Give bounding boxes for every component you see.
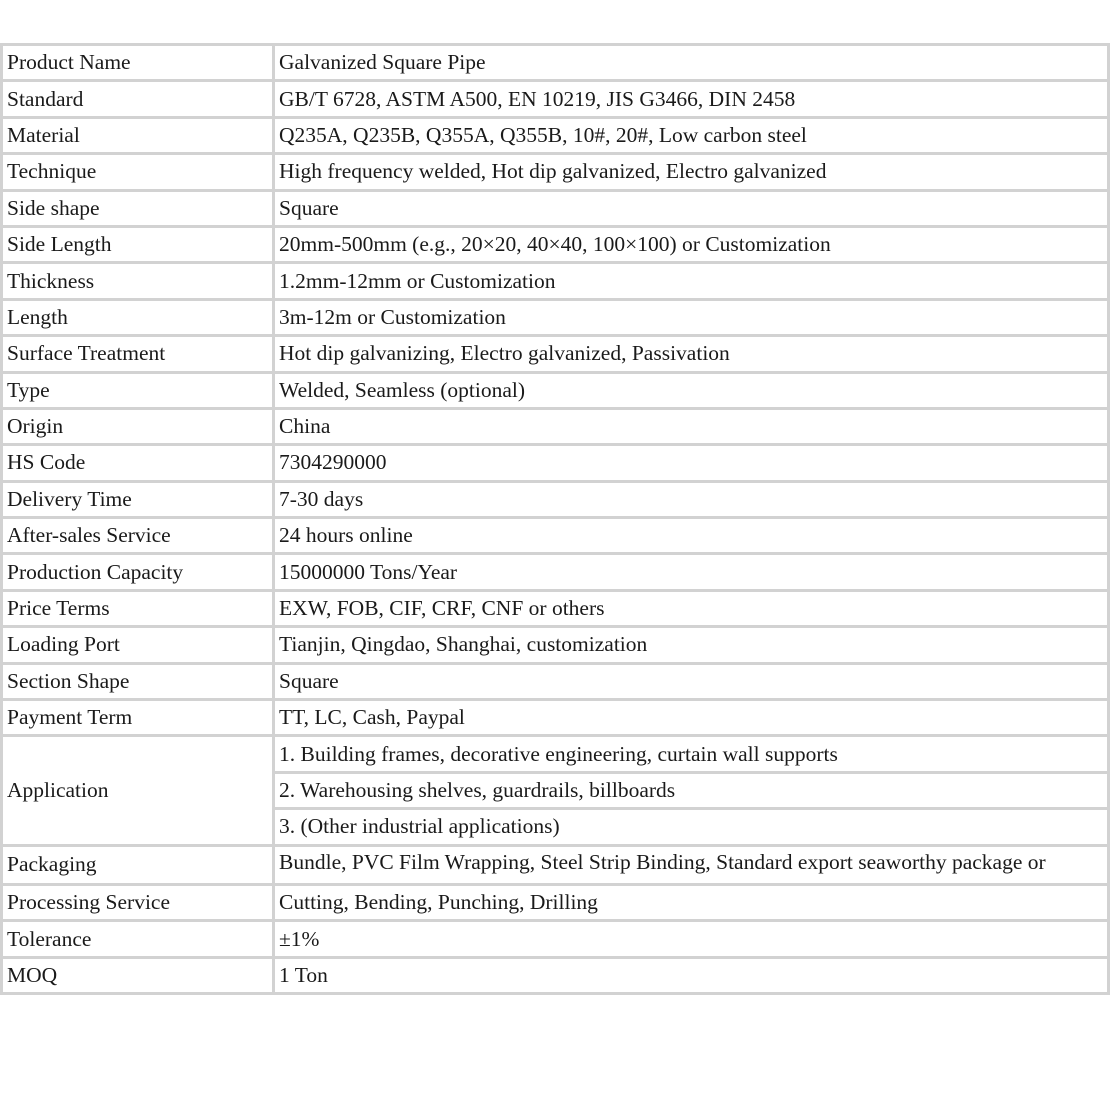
spec-label: Side shape [0, 188, 275, 228]
spec-label: Tolerance [0, 919, 275, 959]
spec-row-after-sales-service: After-sales Service 24 hours online [0, 516, 1110, 556]
spec-row-origin: Origin China [0, 406, 1110, 447]
spec-value: Welded, Seamless (optional) [272, 370, 1110, 410]
spec-label: HS Code [0, 443, 275, 483]
spec-row-production-capacity: Production Capacity 15000000 Tons/Year [0, 552, 1110, 592]
spec-value: TT, LC, Cash, Paypal [272, 698, 1110, 738]
spec-row-payment-term: Payment Term TT, LC, Cash, Paypal [0, 698, 1110, 738]
spec-label: Side Length [0, 224, 275, 265]
spec-row-technique: Technique High frequency welded, Hot dip … [0, 152, 1110, 192]
application-item: 1. Building frames, decorative engineeri… [272, 734, 1110, 774]
application-item: 3. (Other industrial applications) [272, 807, 1110, 847]
spec-value: Tianjin, Qingdao, Shanghai, customizatio… [272, 625, 1110, 665]
spec-label: Section Shape [0, 661, 275, 702]
spec-label: Delivery Time [0, 479, 275, 520]
spec-label: Packaging [0, 843, 275, 886]
spec-label: Loading Port [0, 625, 275, 665]
spec-label: Production Capacity [0, 552, 275, 592]
spec-label: MOQ [0, 955, 275, 996]
spec-row-packaging: Packaging Bundle, PVC Film Wrapping, Stee… [0, 843, 1110, 886]
spec-value: 1.2mm-12mm or Customization [272, 261, 1110, 301]
spec-row-tolerance: Tolerance ±1% [0, 919, 1110, 959]
spec-row-side-length: Side Length 20mm-500mm (e.g., 20×20, 40×4… [0, 224, 1110, 265]
spec-value: 20mm-500mm (e.g., 20×20, 40×40, 100×100)… [272, 224, 1110, 265]
spec-row-application: 2. Warehousing shelves, guardrails, bill… [2, 770, 1110, 811]
spec-row-loading-port: Loading Port Tianjin, Qingdao, Shanghai, … [0, 625, 1110, 665]
spec-label: Application [0, 734, 275, 847]
spec-label: Payment Term [0, 698, 275, 738]
spec-value: Q235A, Q235B, Q355A, Q355B, 10#, 20#, Lo… [272, 115, 1110, 156]
spec-row-material: Material Q235A, Q235B, Q355A, Q355B, 10#,… [0, 115, 1110, 156]
spec-label: Processing Service [0, 882, 275, 923]
spec-row-application: Application 1. Building frames, decorativ… [0, 734, 1110, 847]
spec-label: Surface Treatment [0, 334, 275, 374]
spec-value: ±1% [272, 919, 1110, 959]
spec-row-delivery-time: Delivery Time 7-30 days [0, 479, 1110, 520]
spec-label: Material [0, 115, 275, 156]
spec-row-type: Type Welded, Seamless (optional) [0, 370, 1110, 410]
spec-label: Price Terms [0, 588, 275, 629]
spec-value: 1 Ton [272, 955, 1110, 996]
spec-value: 7-30 days [272, 479, 1110, 520]
spec-row-standard: Standard GB/T 6728, ASTM A500, EN 10219, … [0, 79, 1110, 119]
spec-row-product-name: Product Name Galvanized Square Pipe [0, 42, 1110, 83]
spec-label: Product Name [0, 42, 275, 83]
spec-row-side-shape: Side shape Square [0, 188, 1110, 228]
spec-value: Square [272, 661, 1110, 702]
spec-value: Galvanized Square Pipe [272, 42, 1110, 83]
spec-label: Length [0, 297, 275, 338]
spec-label: After-sales Service [0, 516, 275, 556]
spec-value: GB/T 6728, ASTM A500, EN 10219, JIS G346… [272, 79, 1110, 119]
spec-label: Standard [0, 79, 275, 119]
spec-value: 7304290000 [272, 443, 1110, 483]
application-item: 2. Warehousing shelves, guardrails, bill… [272, 770, 1110, 811]
spec-row-length: Length 3m-12m or Customization [0, 297, 1110, 338]
spec-row-section-shape: Section Shape Square [0, 661, 1110, 702]
spec-value: Bundle, PVC Film Wrapping, Steel Strip B… [272, 843, 1110, 886]
spec-row-thickness: Thickness 1.2mm-12mm or Customization [0, 261, 1110, 301]
spec-row-price-terms: Price Terms EXW, FOB, CIF, CRF, CNF or ot… [0, 588, 1110, 629]
spec-label: Type [0, 370, 275, 410]
spec-value: Square [272, 188, 1110, 228]
product-spec-table: Product Name Galvanized Square Pipe Standa… [0, 42, 1110, 996]
spec-label: Origin [0, 406, 275, 447]
spec-value: EXW, FOB, CIF, CRF, CNF or others [272, 588, 1110, 629]
spec-row-processing-service: Processing Service Cutting, Bending, Punc… [0, 882, 1110, 923]
spec-value: Cutting, Bending, Punching, Drilling [272, 882, 1110, 923]
spec-value: 24 hours online [272, 516, 1110, 556]
spec-row-moq: MOQ 1 Ton [0, 955, 1110, 996]
spec-value: China [272, 406, 1110, 447]
spec-value: 3m-12m or Customization [272, 297, 1110, 338]
spec-value: Hot dip galvanizing, Electro galvanized,… [272, 334, 1110, 374]
spec-row-application: 3. (Other industrial applications) [2, 807, 1110, 847]
spec-row-hs-code: HS Code 7304290000 [0, 443, 1110, 483]
spec-value: 15000000 Tons/Year [272, 552, 1110, 592]
spec-label: Technique [0, 152, 275, 192]
spec-value: High frequency welded, Hot dip galvanize… [272, 152, 1110, 192]
spec-label: Thickness [0, 261, 275, 301]
spec-row-surface-treatment: Surface Treatment Hot dip galvanizing, El… [0, 334, 1110, 374]
